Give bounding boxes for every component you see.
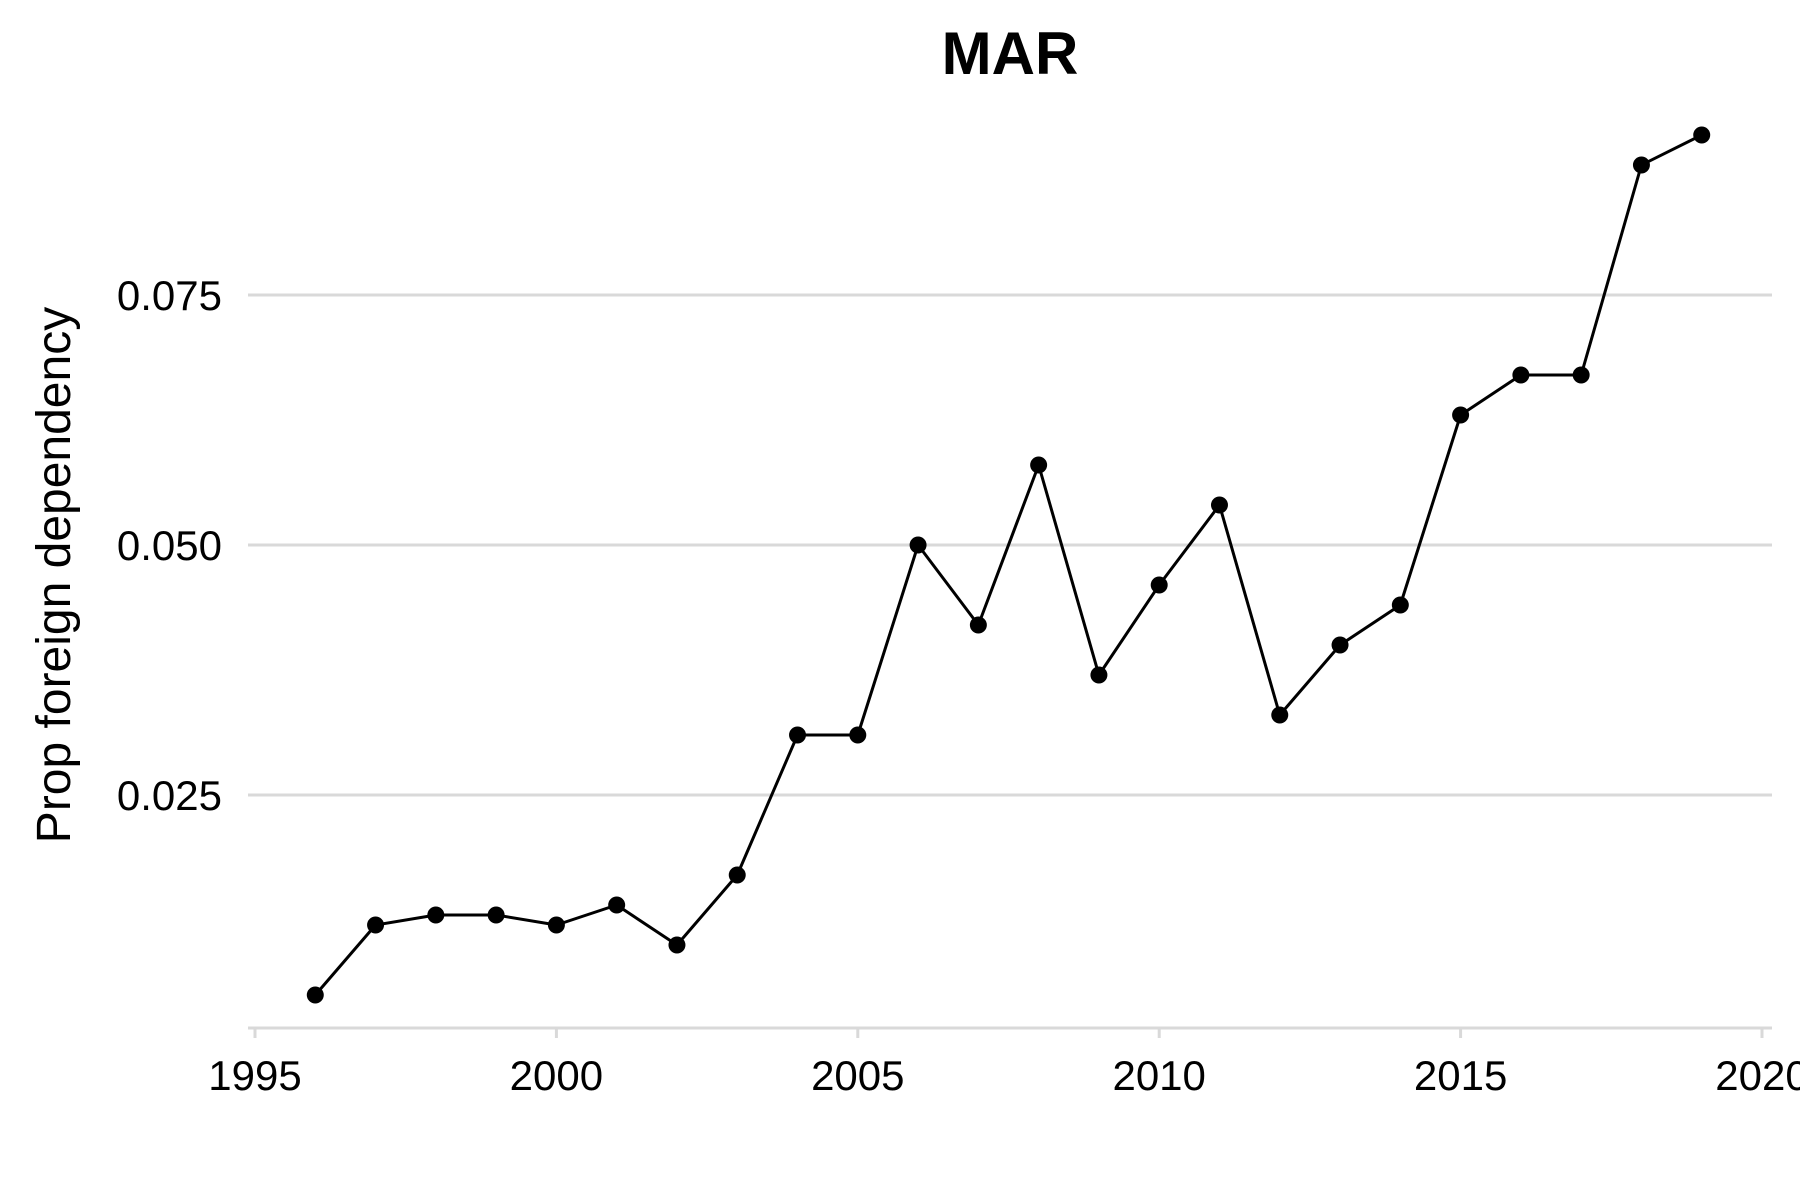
data-point bbox=[367, 916, 385, 934]
data-point bbox=[1271, 706, 1289, 724]
x-tick-label: 2010 bbox=[1112, 1052, 1205, 1099]
data-point bbox=[487, 906, 505, 924]
data-point bbox=[969, 616, 987, 634]
y-tick-label: 0.075 bbox=[117, 272, 222, 319]
series-line bbox=[314, 133, 1703, 996]
data-point bbox=[1331, 636, 1349, 654]
data-point bbox=[1452, 406, 1470, 424]
data-point bbox=[547, 916, 565, 934]
data-point bbox=[1512, 366, 1530, 384]
data-point bbox=[849, 726, 867, 744]
x-tick-label: 2005 bbox=[811, 1052, 904, 1099]
data-point bbox=[306, 986, 324, 1004]
data-point bbox=[909, 536, 927, 554]
x-axis-ticks: 1995 2000 2005 2010 2015 2020 bbox=[208, 1028, 1800, 1099]
data-point bbox=[1210, 496, 1228, 514]
data-point bbox=[1030, 456, 1048, 474]
x-tick-label: 2000 bbox=[510, 1052, 603, 1099]
x-tick-label: 1995 bbox=[208, 1052, 301, 1099]
data-point bbox=[1632, 156, 1650, 174]
data-points bbox=[306, 126, 1711, 1004]
x-tick-label: 2020 bbox=[1715, 1052, 1800, 1099]
data-point bbox=[668, 936, 686, 954]
series-line-group bbox=[314, 133, 1703, 996]
data-point bbox=[728, 866, 746, 884]
y-tick-label: 0.025 bbox=[117, 772, 222, 819]
y-tick-label: 0.050 bbox=[117, 522, 222, 569]
data-point bbox=[427, 906, 445, 924]
y-axis-ticks: 0.025 0.050 0.075 bbox=[117, 272, 222, 819]
data-point bbox=[1090, 666, 1108, 684]
x-tick-label: 2015 bbox=[1414, 1052, 1507, 1099]
data-point bbox=[1150, 576, 1168, 594]
chart-title: MAR bbox=[942, 20, 1079, 87]
data-point bbox=[608, 896, 626, 914]
y-axis-label: Prop foreign dependency bbox=[28, 307, 81, 843]
data-point bbox=[1572, 366, 1590, 384]
data-point bbox=[1391, 596, 1409, 614]
data-point bbox=[789, 726, 807, 744]
data-point bbox=[1693, 126, 1711, 144]
